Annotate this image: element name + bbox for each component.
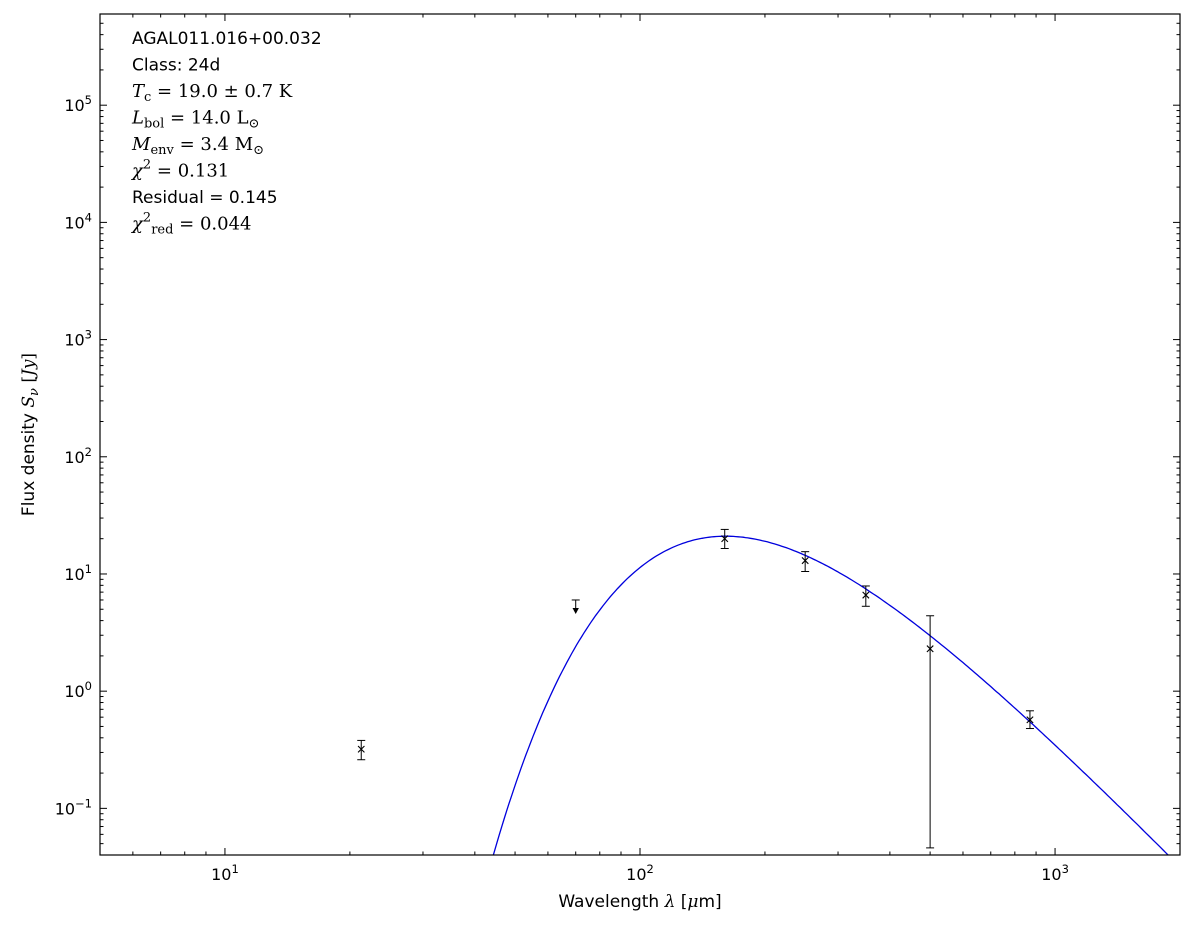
- marker-x-icon: [357, 745, 365, 753]
- data-point: [1025, 710, 1034, 730]
- annotation-line: χ2red = 0.044: [130, 211, 252, 238]
- x-tick-label: 101: [211, 862, 239, 884]
- marker-x-icon: [926, 645, 934, 653]
- upper-limit-arrow-icon: [572, 607, 579, 614]
- annotation-line: AGAL011.016+00.032: [132, 29, 322, 49]
- data-point: [801, 551, 810, 572]
- annotation-block: AGAL011.016+00.032 Class: 24d Tc = 19.0 ± …: [130, 29, 322, 238]
- annotation-line: Residual = 0.145: [132, 188, 278, 208]
- annotation-line: Menv = 3.4 M⊙: [131, 134, 264, 158]
- y-tick-label: 103: [64, 328, 92, 350]
- x-axis-label: Wavelength λ [μm]: [558, 892, 721, 912]
- x-tick-label: 103: [1041, 862, 1069, 884]
- marker-x-icon: [721, 535, 729, 543]
- y-tick-label: 10−1: [55, 796, 92, 818]
- data-point: [357, 739, 366, 761]
- marker-x-icon: [801, 557, 809, 565]
- x-tick-label: 102: [626, 862, 654, 884]
- model-curve: [492, 535, 1170, 855]
- annotation-line: Lbol = 14.0 L⊙: [131, 108, 259, 132]
- data-point: [571, 599, 580, 614]
- y-tick-label: 102: [64, 445, 92, 467]
- y-tick-label: 101: [64, 562, 92, 584]
- marker-x-icon: [1026, 716, 1034, 724]
- data-point: [861, 585, 870, 607]
- data-point: [720, 528, 729, 549]
- marker-x-icon: [862, 591, 870, 599]
- y-axis-label: Flux density Sν [Jy]: [19, 353, 42, 516]
- annotation-line: Tc = 19.0 ± 0.7 K: [132, 81, 293, 105]
- tick-labels: 101 102 103 10−1 100 101 102 103 104 105: [55, 93, 1069, 884]
- data-point: [926, 615, 935, 849]
- y-tick-label: 104: [64, 210, 92, 232]
- y-tick-label: 105: [64, 93, 92, 115]
- y-tick-label: 100: [64, 679, 92, 701]
- annotation-line: χ2 = 0.131: [130, 158, 229, 182]
- data-points: [357, 528, 1034, 849]
- plot-frame: [99, 13, 1181, 856]
- annotation-line: Class: 24d: [132, 56, 220, 76]
